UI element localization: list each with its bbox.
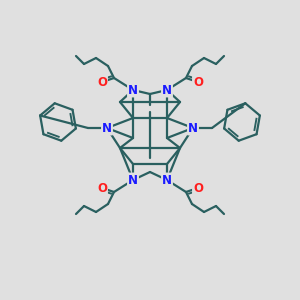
Text: O: O bbox=[193, 76, 203, 88]
Text: N: N bbox=[162, 83, 172, 97]
Text: N: N bbox=[102, 122, 112, 134]
Text: N: N bbox=[128, 173, 138, 187]
Text: O: O bbox=[193, 182, 203, 194]
Text: O: O bbox=[97, 182, 107, 194]
Text: N: N bbox=[128, 83, 138, 97]
Text: N: N bbox=[188, 122, 198, 134]
Text: O: O bbox=[97, 76, 107, 88]
Text: N: N bbox=[162, 173, 172, 187]
